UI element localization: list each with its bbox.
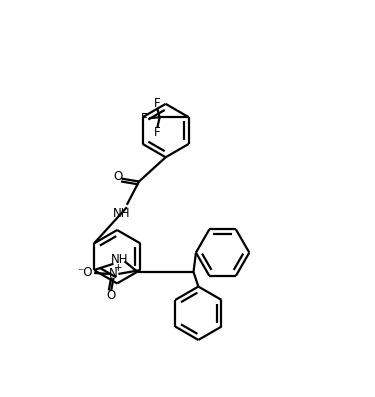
Text: N: N [109, 268, 118, 280]
Text: NH: NH [113, 207, 131, 220]
Text: F: F [154, 97, 160, 110]
Text: O: O [113, 170, 122, 183]
Text: F: F [141, 112, 147, 125]
Text: ⁻O: ⁻O [77, 266, 93, 279]
Text: F: F [154, 126, 160, 139]
Text: O: O [106, 289, 116, 302]
Text: NH: NH [111, 253, 128, 266]
Text: +: + [114, 263, 123, 273]
